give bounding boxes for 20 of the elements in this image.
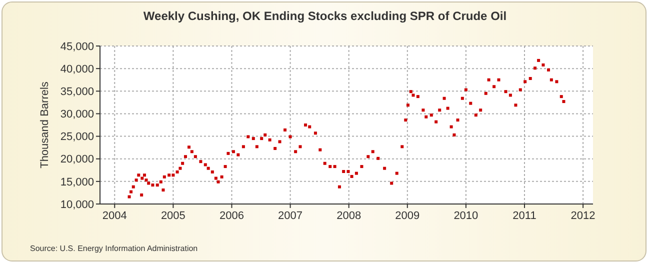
source-note: Source: U.S. Energy Information Administration: [30, 244, 198, 253]
x-tick-label: 2005: [160, 210, 186, 222]
x-tick-label: 2009: [395, 210, 420, 222]
y-tick-label: 35,000: [60, 86, 94, 98]
x-tick-label: 2006: [220, 210, 244, 222]
x-tick-label: 2010: [454, 210, 478, 222]
x-tick-label: 2012: [570, 210, 596, 222]
y-tick-label: 25,000: [60, 131, 94, 144]
x-tick-label: 2004: [102, 210, 127, 222]
chart-title: Weekly Cushing, OK Ending Stocks excluding SPR of Crude Oil: [143, 9, 507, 23]
y-tick-label: 15,000: [60, 176, 94, 188]
y-tick-label: 30,000: [60, 108, 94, 121]
y-axis-title: Thousand Barrels: [39, 81, 51, 168]
x-tick-label: 2011: [512, 210, 536, 222]
x-tick-label: 2008: [336, 210, 362, 222]
y-tick-label: 10,000: [60, 198, 94, 211]
x-tick-label: 2007: [278, 210, 303, 222]
y-tick-label: 45,000: [60, 40, 94, 53]
y-tick-label: 20,000: [60, 154, 94, 166]
y-tick-label: 40,000: [60, 63, 94, 76]
